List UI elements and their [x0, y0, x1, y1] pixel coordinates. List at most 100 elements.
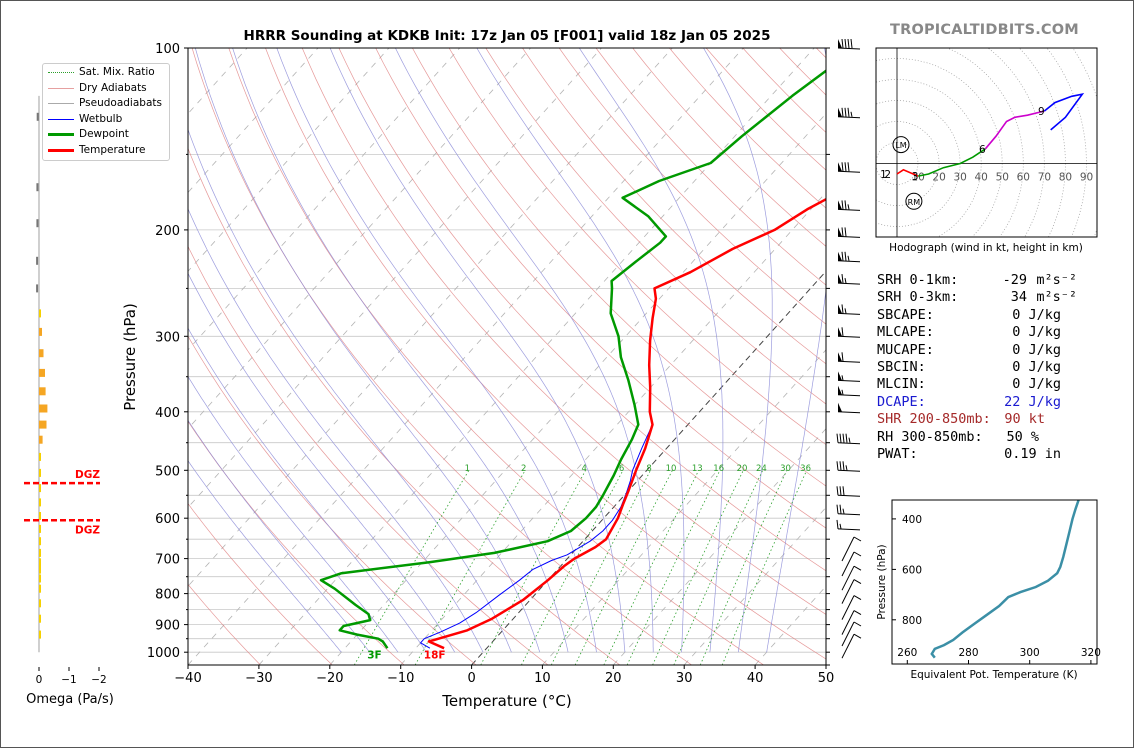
wind-barb-flag	[836, 461, 839, 471]
wind-barb	[837, 327, 861, 338]
index-row: SBCAPE: 0 J/kg	[877, 306, 1061, 323]
wind-barb-flag	[839, 461, 842, 471]
wind-barb-flag	[836, 433, 839, 443]
wind-barb-staff	[841, 595, 855, 620]
legend-item-temperature: Temperature	[43, 144, 169, 158]
wind-barb-half-flag	[841, 389, 844, 395]
mixing-ratio-line	[521, 470, 624, 665]
pseudoadiabat-line	[188, 460, 342, 653]
pseudoadiabat-line	[188, 272, 456, 653]
theta-e-profile	[930, 500, 1080, 659]
brand-watermark: TROPICALTIDBITS.COM	[890, 22, 1079, 38]
wind-barb-staff	[837, 335, 861, 338]
omega-x-tick-label: 0	[36, 674, 43, 686]
omega-bar	[39, 368, 45, 377]
mixing-ratio-line	[550, 470, 651, 665]
wind-barb-flag	[847, 38, 850, 49]
y-tick-label: 200	[155, 224, 180, 239]
wind-barb-flag	[844, 107, 847, 117]
omega-bar	[39, 548, 41, 557]
wind-barb-staff	[837, 208, 861, 211]
omega-bar	[39, 468, 41, 477]
mixing-ratio-label: 20	[737, 464, 748, 474]
x-tick-label: 0	[467, 671, 475, 686]
dry-adiabat-line	[228, 48, 764, 665]
wind-barb-staff	[837, 513, 861, 516]
wind-barb-staff	[841, 621, 855, 647]
wind-barb-flag	[841, 304, 844, 314]
wind-barb-pennant	[838, 162, 842, 172]
hodograph-trace	[917, 148, 986, 177]
mixing-ratio-line	[699, 470, 788, 665]
wind-barb-pennant	[838, 304, 842, 314]
wind-barb-staff	[837, 260, 861, 263]
x-tick-label: 10	[534, 671, 551, 686]
omega-bar	[39, 404, 48, 413]
wind-barb	[841, 551, 862, 577]
index-row: SBCIN: 0 J/kg	[877, 358, 1061, 375]
omega-bar	[36, 219, 39, 228]
wind-barb-flag	[853, 579, 862, 585]
omega-bar	[36, 183, 39, 192]
mixing-ratio-label: 13	[692, 464, 703, 474]
wind-barb-flag	[841, 327, 844, 337]
hodograph-ring-label: 70	[1038, 172, 1051, 184]
wind-barb-half-flag	[841, 375, 844, 381]
wind-barb-pennant	[838, 371, 842, 381]
hodograph-ring-label: 80	[1059, 172, 1072, 184]
theta-e-plot-area	[930, 500, 1080, 659]
wind-barb-pennant	[838, 200, 842, 210]
wind-barb-half-flag	[845, 465, 848, 471]
index-row: SRH 0-1km: -29 m²s⁻²	[877, 272, 1077, 288]
omega-bar	[39, 387, 46, 396]
wind-barb-flag	[847, 162, 850, 172]
wind-barb-flag	[844, 200, 847, 210]
theta-e-x-tick-label: 320	[1081, 647, 1101, 659]
wind-barb-pennant	[838, 107, 842, 117]
wind-barb-flag	[836, 486, 839, 496]
mixing-ratio-line	[353, 470, 470, 665]
dry-adiabat-line	[375, 48, 826, 529]
omega-axis-label: Omega (Pa/s)	[26, 692, 114, 707]
x-tick-label: 30	[676, 671, 693, 686]
mixing-ratio-label: 36	[800, 464, 811, 474]
wind-barb-half-flag	[842, 508, 845, 514]
wind-barb-half-flag	[839, 523, 842, 529]
x-axis-label: Temperature (°C)	[441, 692, 571, 710]
dgz-label: DGZ	[75, 524, 100, 536]
wind-barb	[837, 352, 861, 363]
wind-barb-pennant	[838, 402, 842, 412]
pseudoadiabat-line	[703, 48, 773, 653]
wind-barb	[836, 504, 861, 516]
wind-barb	[841, 595, 862, 620]
theta-e-x-tick-label: 260	[897, 647, 917, 659]
x-tick-label: −10	[387, 671, 414, 686]
wind-barb-half-flag	[844, 308, 847, 314]
mixing-ratio-label: 4	[581, 464, 586, 474]
wind-barb	[841, 610, 862, 635]
dry-adiabat-line	[705, 48, 826, 171]
omega-bar	[39, 498, 41, 507]
omega-bar	[39, 584, 41, 593]
wind-barb-flag	[842, 433, 845, 443]
mixing-ratio-label: 10	[666, 464, 677, 474]
omega-bar	[36, 112, 39, 121]
wind-barb-flag	[841, 107, 844, 117]
temperature-profile	[427, 197, 826, 650]
y-tick-label: 100	[155, 42, 180, 57]
wind-barb-staff	[841, 610, 855, 635]
x-tick-label: 20	[605, 671, 622, 686]
wind-barb-half-flag	[850, 111, 853, 117]
wind-barb-flag	[853, 595, 862, 601]
wind-barb-flag	[853, 536, 862, 542]
hodograph-height-label: 9	[1038, 106, 1045, 118]
wind-barb-flag	[845, 433, 848, 443]
theta-e-panel: 260 280 300 320 400 600 800	[891, 499, 1101, 665]
wind-barb-flag	[850, 38, 853, 49]
dry-adiabat-line	[188, 420, 405, 665]
dewpoint-profile	[319, 69, 826, 649]
wind-barb	[841, 633, 862, 659]
mixing-ratio-line	[574, 470, 673, 665]
